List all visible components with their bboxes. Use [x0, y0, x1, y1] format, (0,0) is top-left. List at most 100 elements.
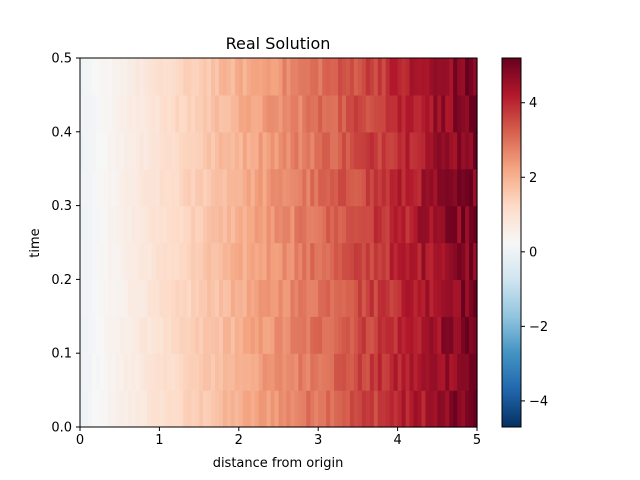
- heatmap-cell: [127, 131, 133, 170]
- heatmap-cell: [405, 168, 411, 207]
- heatmap-cell: [365, 242, 371, 280]
- heatmap-cell: [278, 205, 284, 244]
- heatmap-cell: [95, 58, 101, 96]
- heatmap-cell: [377, 131, 383, 170]
- heatmap-cell: [278, 390, 284, 428]
- heatmap-cell: [207, 316, 212, 354]
- heatmap-cell: [203, 279, 208, 317]
- heatmap-cell: [369, 205, 375, 244]
- heatmap-cell: [357, 205, 363, 244]
- heatmap-cell: [401, 205, 407, 244]
- heatmap-cell: [187, 390, 192, 428]
- heatmap-cell: [457, 168, 462, 207]
- heatmap-cell: [187, 205, 192, 244]
- heatmap-cell: [322, 205, 327, 244]
- heatmap-cell: [91, 316, 97, 354]
- heatmap-cell: [87, 94, 93, 133]
- heatmap-cell: [266, 242, 272, 280]
- heatmap-cell: [349, 242, 355, 280]
- heatmap-cell: [87, 316, 93, 354]
- heatmap-cell: [349, 58, 355, 96]
- heatmap-cell: [314, 205, 319, 244]
- heatmap-cell: [322, 390, 327, 428]
- heatmap-cell: [183, 279, 188, 317]
- heatmap-cell: [385, 205, 391, 244]
- heatmap-cell: [342, 316, 347, 354]
- heatmap-cell: [218, 94, 224, 133]
- heatmap-cell: [230, 205, 236, 244]
- heatmap-cell: [139, 131, 145, 170]
- heatmap-cell: [429, 58, 434, 96]
- heatmap-cell: [345, 353, 351, 391]
- heatmap-cell: [342, 94, 347, 133]
- heatmap-cell: [167, 94, 172, 133]
- heatmap-cell: [143, 242, 149, 280]
- heatmap-cell: [282, 390, 288, 428]
- heatmap-cell: [330, 131, 335, 170]
- heatmap-cell: [314, 94, 319, 133]
- heatmap-cell: [310, 279, 315, 317]
- heatmap-cell: [99, 94, 105, 133]
- heatmap-cell: [413, 316, 419, 354]
- heatmap-cell: [222, 131, 228, 170]
- heatmap-cell: [401, 353, 407, 391]
- heatmap-cell: [405, 353, 411, 391]
- heatmap-cell: [159, 58, 164, 96]
- heatmap-cell: [377, 94, 383, 133]
- heatmap-cell: [270, 94, 276, 133]
- heatmap-cell: [111, 168, 117, 207]
- heatmap-cell: [369, 168, 375, 207]
- heatmap-cell: [345, 94, 351, 133]
- heatmap-cell: [171, 131, 176, 170]
- heatmap-cell: [330, 94, 335, 133]
- heatmap-cell: [385, 279, 391, 317]
- heatmap-cell: [230, 390, 236, 428]
- heatmap-cell: [262, 242, 268, 280]
- heatmap-cell: [119, 353, 125, 391]
- heatmap-cell: [397, 353, 403, 391]
- heatmap-cell: [389, 279, 395, 317]
- heatmap-cell: [242, 242, 248, 280]
- heatmap-cell: [183, 58, 188, 96]
- heatmap-cell: [103, 205, 109, 244]
- heatmap-cell: [115, 168, 121, 207]
- heatmap-cell: [326, 94, 331, 133]
- heatmap-cell: [175, 94, 180, 133]
- heatmap-cell: [95, 168, 101, 207]
- heatmap-cell: [95, 205, 101, 244]
- heatmap-cell: [369, 279, 375, 317]
- heatmap-cell: [421, 94, 426, 133]
- heatmap-cell: [425, 316, 430, 354]
- heatmap-cell: [199, 168, 204, 207]
- heatmap-cell: [99, 168, 105, 207]
- heatmap-cell: [135, 316, 141, 354]
- heatmap-cell: [91, 58, 97, 96]
- heatmap-cell: [441, 279, 446, 317]
- heatmap-cell: [310, 94, 315, 133]
- heatmap-cell: [322, 94, 327, 133]
- heatmap-cell: [465, 131, 470, 170]
- heatmap-cell: [306, 316, 311, 354]
- heatmap-cell: [433, 353, 438, 391]
- heatmap-cell: [453, 279, 458, 317]
- heatmap-cell: [342, 131, 347, 170]
- heatmap-cell: [461, 58, 466, 96]
- heatmap-cell: [381, 94, 387, 133]
- heatmap-cell: [294, 58, 299, 96]
- heatmap-cell: [449, 205, 454, 244]
- heatmap-cell: [286, 242, 292, 280]
- heatmap-cell: [151, 242, 157, 280]
- heatmap-cell: [214, 131, 220, 170]
- heatmap-cell: [286, 168, 292, 207]
- heatmap-cell: [298, 168, 303, 207]
- heatmap-cell: [242, 279, 248, 317]
- heatmap-cell: [211, 94, 216, 133]
- heatmap-cell: [242, 205, 248, 244]
- heatmap-cell: [171, 316, 176, 354]
- heatmap-cell: [250, 94, 256, 133]
- heatmap-cell: [119, 242, 125, 280]
- heatmap-cell: [357, 58, 363, 96]
- heatmap-cell: [445, 353, 450, 391]
- heatmap-cell: [349, 205, 355, 244]
